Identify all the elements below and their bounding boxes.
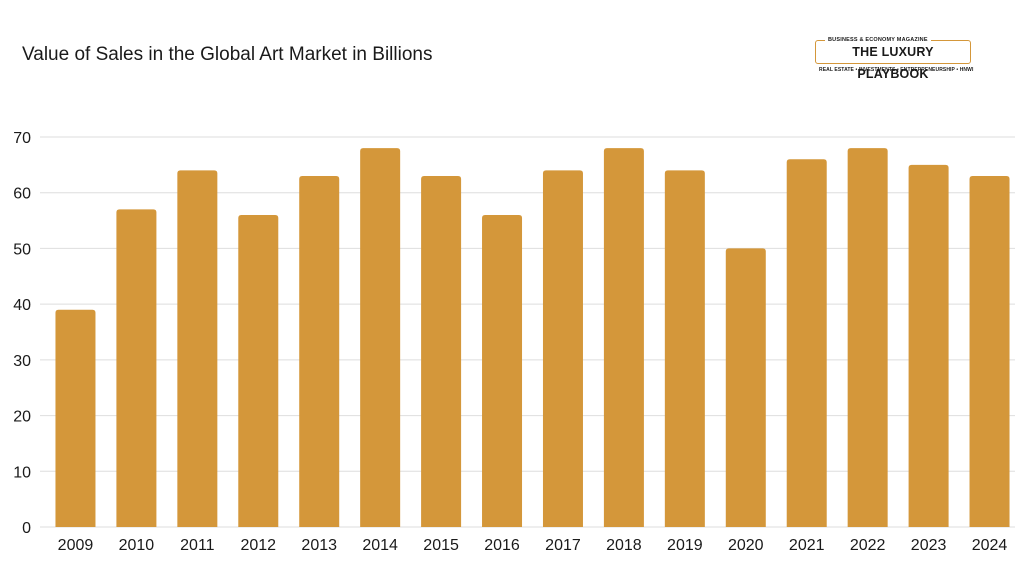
bar-2009 [55, 309, 96, 527]
bar-2015 [421, 176, 462, 527]
bar-2017 [542, 170, 583, 527]
x-tick-label: 2021 [789, 537, 825, 554]
bar-2019 [664, 170, 705, 527]
x-tick-label: 2012 [240, 537, 276, 554]
bar-2011 [177, 170, 218, 527]
x-tick-label: 2022 [850, 537, 886, 554]
x-tick-label: 2017 [545, 537, 581, 554]
logo-tagline: REAL ESTATE • INVESTMENTS • ENTREPRENEUR… [819, 67, 974, 73]
y-tick-label: 10 [13, 464, 31, 481]
bar-2014 [360, 148, 401, 527]
x-tick-label: 2023 [911, 537, 947, 554]
y-axis: 0 10 20 30 40 50 60 70 [13, 130, 31, 537]
bar-2018 [603, 148, 644, 527]
x-tick-label: 2013 [301, 537, 337, 554]
x-tick-label: 2009 [58, 537, 94, 554]
bar-2010 [116, 209, 157, 527]
y-tick-label: 70 [13, 130, 31, 147]
x-tick-label: 2011 [180, 537, 215, 554]
x-tick-label: 2015 [423, 537, 459, 554]
bar-2024 [969, 176, 1010, 527]
y-tick-label: 20 [13, 409, 31, 426]
x-tick-label: 2016 [484, 537, 520, 554]
x-tick-label: 2014 [362, 537, 398, 554]
x-tick-label: 2024 [972, 537, 1008, 554]
y-tick-label: 0 [22, 520, 31, 537]
bar-2013 [299, 176, 340, 527]
bar-2020 [725, 248, 766, 527]
x-tick-label: 2020 [728, 537, 764, 554]
logo-kicker: BUSINESS & ECONOMY MAGAZINE [825, 36, 931, 44]
bar-2021 [786, 159, 827, 528]
chart-title: Value of Sales in the Global Art Market … [22, 44, 433, 65]
y-tick-label: 30 [13, 353, 31, 370]
y-tick-label: 60 [13, 186, 31, 203]
magazine-logo: THE LUXURY PLAYBOOK BUSINESS & ECONOMY M… [815, 34, 974, 81]
x-tick-label: 2019 [667, 537, 703, 554]
bar-2022 [847, 148, 888, 527]
x-tick-label: 2018 [606, 537, 642, 554]
x-tick-label: 2010 [119, 537, 155, 554]
bar-2012 [238, 215, 279, 527]
y-tick-label: 50 [13, 241, 31, 258]
x-axis: 2009 2010 2011 2012 2013 2014 2015 2016 2017 2018… [58, 537, 1008, 554]
bar-2023 [908, 164, 949, 527]
y-tick-label: 40 [13, 297, 31, 314]
bars [55, 148, 1010, 528]
logo-name: THE LUXURY PLAYBOOK [815, 40, 971, 81]
bar-2016 [482, 215, 523, 527]
